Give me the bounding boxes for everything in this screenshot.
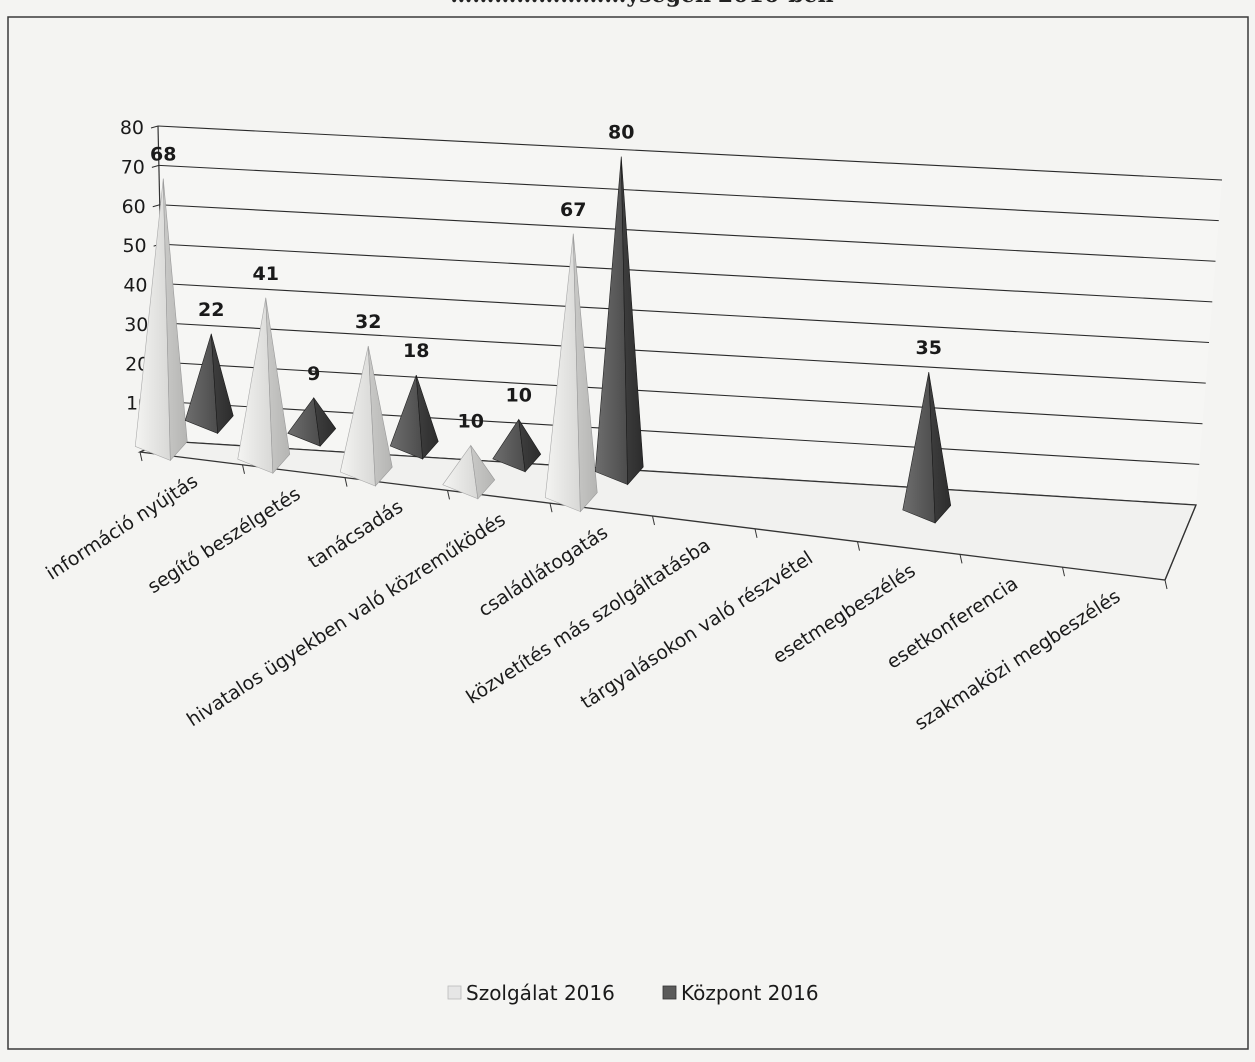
pyramid-3-kozpont-right-face	[518, 419, 542, 473]
pyramid-1-kozpont-right-face	[313, 397, 337, 447]
pyramid-0-szolgalat-right-face	[162, 178, 188, 462]
category-label: tárgyalásokon való részvétel	[577, 547, 817, 714]
pyramid-2-szolgalat-right-face	[367, 345, 393, 487]
chart-walls	[157, 125, 1222, 505]
pyramid-3-kozpont-label: 10	[506, 384, 532, 406]
chart-border	[7, 16, 1249, 1050]
back-wall	[158, 126, 1222, 505]
legend-swatch	[447, 985, 462, 1000]
pyramid-3-szolgalat	[442, 444, 496, 500]
pyramid-2-kozpont-label: 18	[403, 340, 429, 362]
pyramid-marks	[134, 156, 952, 524]
pyramid-1-kozpont	[287, 396, 337, 447]
y-tick-label: 50	[122, 235, 146, 257]
x-tick-mark	[549, 503, 553, 513]
pyramid-4-kozpont	[594, 156, 644, 486]
y-tick-mark	[152, 204, 160, 208]
x-tick-mark	[447, 490, 450, 500]
pyramid-2-szolgalat	[339, 345, 393, 487]
x-tick-mark	[344, 477, 348, 487]
legend-label: Szolgálat 2016	[466, 981, 615, 1005]
pyramid-7-kozpont-right-face	[928, 372, 952, 524]
pyramid-7-kozpont	[902, 372, 952, 524]
y-tick-label: 80	[120, 117, 144, 139]
pyramid-1-szolgalat	[237, 297, 291, 474]
gridline	[162, 322, 1206, 384]
y-tick-label: 60	[122, 196, 146, 218]
pyramid-3-szolgalat-right-face	[470, 445, 496, 500]
pyramid-2-kozpont-right-face	[415, 375, 439, 460]
legend-label: Központ 2016	[681, 981, 819, 1005]
x-tick-mark	[139, 451, 143, 462]
pyramid-4-szolgalat-right-face	[572, 233, 598, 513]
pyramid-0-szolgalat-label: 68	[150, 144, 176, 166]
gridline	[160, 243, 1213, 303]
pyramid-7-kozpont-label: 35	[916, 337, 942, 359]
pyramid-1-kozpont-label: 9	[307, 363, 320, 385]
gridline	[164, 401, 1200, 465]
legend-swatch	[662, 985, 677, 1000]
x-tick-mark	[754, 528, 758, 538]
x-tick-mark	[242, 464, 245, 474]
gridline	[163, 361, 1203, 425]
pyramid-0-kozpont-label: 22	[198, 299, 224, 321]
x-tick-mark	[1164, 579, 1168, 590]
pyramid-1-szolgalat-right-face	[265, 297, 291, 474]
pyramid-0-szolgalat	[134, 178, 188, 462]
floor-right-edge	[1164, 504, 1197, 581]
y-tick-label: 40	[123, 275, 147, 297]
y-tick-mark	[151, 164, 160, 168]
category-label: szakmaközi megbeszélés	[911, 585, 1125, 734]
legend: Szolgálat 2016 Központ 2016	[447, 981, 819, 1005]
pyramid-4-kozpont-label: 80	[608, 122, 634, 144]
gridline	[161, 282, 1210, 344]
x-tick-mark	[652, 515, 655, 526]
x-tick-mark	[959, 554, 963, 564]
pyramid-4-szolgalat	[544, 233, 598, 513]
pyramid-4-kozpont-right-face	[620, 156, 644, 486]
x-tick-mark	[1062, 567, 1065, 577]
pyramid-2-kozpont	[389, 375, 439, 460]
y-tick-mark	[150, 125, 159, 129]
category-label: közvetítés más szolgáltatásba	[462, 534, 714, 708]
data-labels: 68 22 41 9 32 18 10 10 67 80 35	[150, 122, 942, 433]
gridline	[158, 164, 1219, 222]
pyramid-3-kozpont	[492, 418, 542, 473]
y-tick-label: 30	[124, 314, 148, 336]
pyramid-2-szolgalat-label: 32	[355, 311, 381, 333]
pyramid-3-szolgalat-label: 10	[458, 410, 484, 432]
pyramid-0-kozpont-right-face	[210, 333, 234, 435]
gridline	[159, 204, 1216, 262]
x-tick-mark	[857, 541, 860, 551]
category-label: tanácsadás	[304, 496, 407, 573]
y-tick-label: 70	[121, 156, 145, 178]
gridline	[157, 125, 1223, 181]
pyramid-4-szolgalat-label: 67	[560, 199, 586, 221]
pyramid-0-kozpont	[184, 333, 234, 435]
page-title-fragment: ……………………ységek 2016-ben	[450, 0, 833, 8]
pyramid-1-szolgalat-label: 41	[253, 263, 279, 285]
